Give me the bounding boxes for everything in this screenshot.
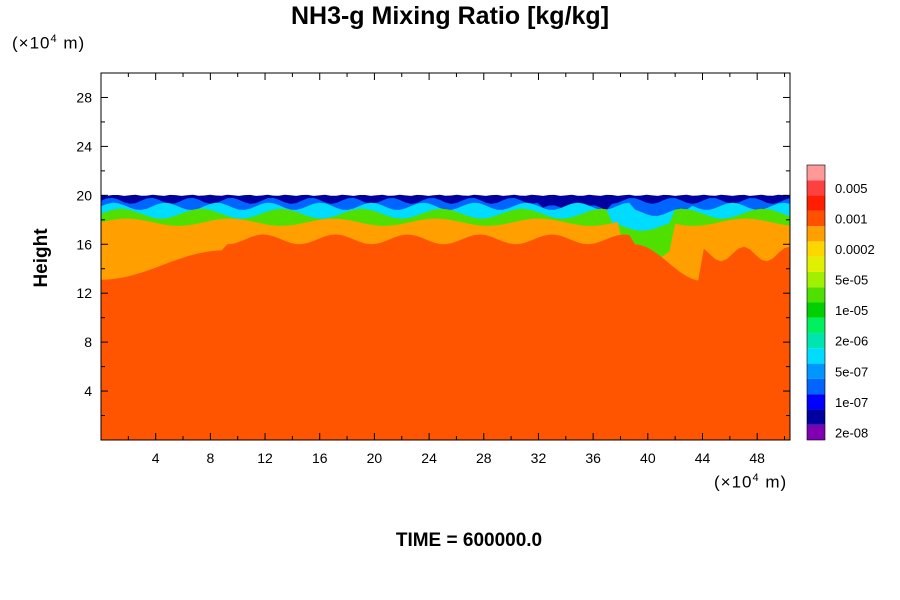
- x-tick-label: 20: [367, 450, 383, 466]
- colorbar-swatch: [807, 409, 825, 425]
- colorbar-swatch: [807, 424, 825, 440]
- x-tick-label: 28: [476, 450, 492, 466]
- y-tick-label: 8: [84, 334, 92, 350]
- y-tick-label: 24: [76, 138, 92, 154]
- colorbar: 2e-08 1e-07 5e-07 2e-06 1e-05 5e-05 0.0002 0.00…: [806, 164, 875, 441]
- colorbar-swatch: [807, 333, 825, 349]
- x-tick-label: 4: [152, 450, 160, 466]
- colorbar-swatch: [807, 394, 825, 410]
- x-scale-label: (×104 m): [714, 472, 788, 492]
- y-tick-label: 4: [84, 383, 92, 399]
- field-layer: [101, 194, 790, 440]
- colorbar-swatch: [807, 287, 825, 303]
- colorbar-label: 0.001: [835, 211, 868, 226]
- y-tick-label: 20: [76, 187, 92, 203]
- x-tick-label: 8: [206, 450, 214, 466]
- colorbar-label: 5e-07: [835, 364, 868, 379]
- y-scale-label: (×104 m): [12, 33, 86, 53]
- x-tick-label: 40: [640, 450, 656, 466]
- plot-frame: [100, 72, 791, 441]
- colorbar-label: 5e-05: [835, 273, 868, 288]
- colorbar-swatch: [807, 271, 825, 288]
- colorbar-swatch: [807, 165, 825, 181]
- x-tick-label: 24: [421, 450, 437, 466]
- colorbar-swatch: [807, 302, 825, 318]
- colorbar-label: 0.005: [835, 181, 868, 196]
- colorbar-label: 1e-05: [835, 303, 868, 318]
- colorbar-swatch: [807, 195, 825, 211]
- colorbar-swatch: [807, 180, 825, 196]
- colorbar-label: 1e-07: [835, 395, 868, 410]
- y-tick-label: 12: [76, 285, 92, 301]
- colorbar-swatch: [807, 363, 825, 379]
- colorbar-swatch: [807, 378, 825, 395]
- colorbar-frame: [806, 164, 826, 441]
- x-tick-label: 44: [695, 450, 711, 466]
- x-tick-label: 16: [312, 450, 328, 466]
- colorbar-swatch: [807, 210, 825, 227]
- y-tick-label: 28: [76, 89, 92, 105]
- colorbar-label: 2e-06: [835, 334, 868, 349]
- colorbar-swatch: [807, 256, 825, 272]
- x-tick-label: 32: [531, 450, 547, 466]
- chart-title: NH3-g Mixing Ratio [kg/kg]: [290, 2, 610, 30]
- colorbar-swatch: [807, 317, 825, 334]
- colorbar-swatch: [807, 226, 825, 242]
- x-tick-label: 48: [749, 450, 765, 466]
- layer-001: [101, 234, 790, 440]
- time-label: TIME = 600000.0: [395, 530, 543, 551]
- colorbar-label: 0.0002: [835, 242, 875, 257]
- y-tick-label: 16: [76, 236, 92, 252]
- colorbar-swatch: [807, 348, 825, 364]
- colorbar-swatch: [807, 241, 825, 257]
- x-tick-label: 12: [257, 450, 273, 466]
- x-tick-label: 36: [585, 450, 601, 466]
- colorbar-label: 2e-08: [835, 425, 868, 440]
